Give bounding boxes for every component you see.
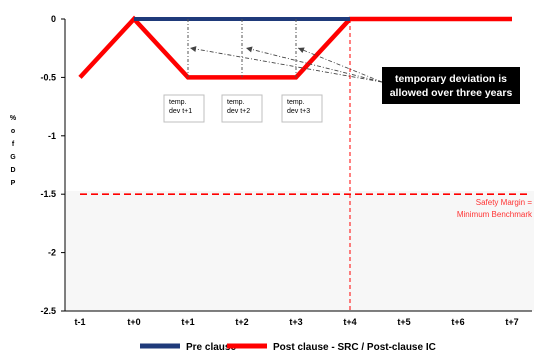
- y-tick-label: -2: [48, 248, 56, 258]
- x-tick-label: t+4: [343, 317, 356, 327]
- annotation-box: [281, 94, 323, 123]
- callout-text: allowed over three years: [390, 87, 513, 99]
- x-tick-label: t+0: [127, 317, 140, 327]
- x-tick-label: t+2: [235, 317, 248, 327]
- x-tick-label: t-1: [75, 317, 86, 327]
- annotation-box: [163, 94, 205, 123]
- legend-label-pre-clause: Pre clause: [186, 342, 236, 353]
- callout-arrowhead: [246, 46, 253, 53]
- safety-margin-label: Minimum Benchmark: [457, 210, 533, 219]
- annotation-label: temp.: [287, 99, 305, 106]
- annotation-label: dev t+3: [287, 108, 310, 115]
- callout-arrowhead: [190, 46, 197, 53]
- legend-label-post-clause: Post clause - SRC / Post-clause IC: [273, 342, 436, 353]
- callout-arrow: [189, 47, 383, 83]
- x-tick-label: t+3: [289, 317, 302, 327]
- callout-arrowhead: [298, 47, 305, 54]
- y-tick-label: -2.5: [40, 306, 56, 316]
- x-tick-label: t+7: [505, 317, 518, 327]
- annotation-label: dev t+2: [227, 108, 250, 115]
- x-tick-label: t+5: [397, 317, 410, 327]
- y-tick-label: -0.5: [40, 72, 56, 82]
- safety-margin-label: Safety Margin =: [476, 198, 533, 207]
- callout-box: [382, 67, 520, 104]
- y-tick-label: 0: [51, 14, 56, 24]
- callout-arrow: [297, 47, 383, 83]
- y-tick-label: -1: [48, 131, 56, 141]
- callout-text: temporary deviation is: [395, 73, 507, 85]
- y-axis-label: % o f G D P: [10, 115, 17, 187]
- x-tick-label: t+6: [451, 317, 464, 327]
- shaded-region: [65, 191, 534, 311]
- annotation-label: temp.: [227, 99, 245, 106]
- annotation-label: dev t+1: [169, 108, 192, 115]
- x-tick-label: t+1: [181, 317, 194, 327]
- y-tick-label: -1.5: [40, 189, 56, 199]
- annotation-label: temp.: [169, 99, 187, 106]
- annotation-box: [221, 94, 263, 123]
